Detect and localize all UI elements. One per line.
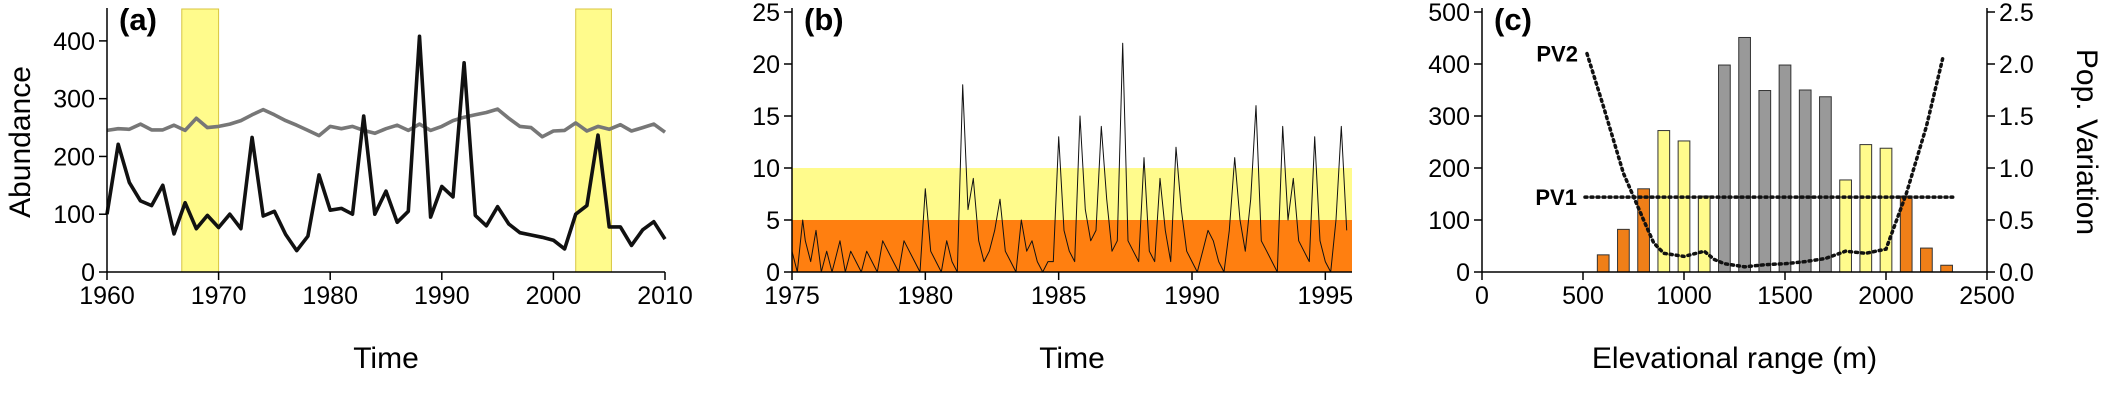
band-5-10 <box>792 168 1352 220</box>
x-axis-label: Time <box>353 342 419 375</box>
pv1-label: PV1 <box>1535 185 1577 210</box>
series-line-2 <box>105 34 667 253</box>
y-tick-label: 200 <box>53 143 95 171</box>
bar-1500 <box>1778 64 1792 273</box>
bar-2000 <box>1879 147 1893 273</box>
y2-tick-label: 2.0 <box>1999 51 2034 79</box>
y-tick-label: 500 <box>1428 0 1470 27</box>
x-tick-label: 1000 <box>1656 282 1712 310</box>
bar-1300 <box>1738 36 1751 273</box>
y2-tick-label: 0.5 <box>1999 207 2034 235</box>
bar-1600 <box>1798 89 1812 273</box>
series-line-1 <box>106 107 667 139</box>
y-tick-label: 400 <box>53 28 95 56</box>
panel-label: (b) <box>804 2 844 37</box>
panel-b: 1975 1980 1985 1990 1995 0 5 10 15 20 25 Time (b) <box>752 0 1353 375</box>
y-tick-label: 0 <box>1456 259 1470 287</box>
bar-2200 <box>1920 247 1933 273</box>
x-tick-label: 1500 <box>1757 282 1813 310</box>
x-tick-label: 1990 <box>1164 282 1220 310</box>
panel-label: (a) <box>119 2 157 37</box>
y-tick-label: 10 <box>752 155 780 183</box>
y2-tick-label: 1.0 <box>1999 155 2034 183</box>
x-tick-label: 1985 <box>1031 282 1087 310</box>
bar-1800 <box>1839 179 1852 273</box>
x-tick-label: 2000 <box>526 282 582 310</box>
y-tick-label: 25 <box>752 0 780 27</box>
y-tick-label: 100 <box>1428 207 1470 235</box>
x-tick-label: 1980 <box>302 282 358 310</box>
x-tick-label: 1995 <box>1298 282 1354 310</box>
bar-1000 <box>1677 140 1691 273</box>
highlight-span-2 <box>575 8 612 273</box>
y-tick-label: 15 <box>752 103 780 131</box>
band-0-5 <box>792 220 1352 272</box>
x-axis-label: Time <box>1039 342 1105 375</box>
y2-axis-label: Pop. Variation <box>2070 49 2103 235</box>
y2-tick-label: 0.0 <box>1999 259 2034 287</box>
y-tick-label: 100 <box>53 201 95 229</box>
y-tick-label: 20 <box>752 51 780 79</box>
y-tick-label: 0 <box>81 259 95 287</box>
series-line-1 <box>791 42 1348 273</box>
x-axis-label: Elevational range (m) <box>1592 342 1877 375</box>
bar-1200 <box>1718 64 1731 273</box>
y-axis-label: Abundance <box>4 66 37 218</box>
x-tick-label: 1990 <box>414 282 470 310</box>
x-tick-label: 1980 <box>898 282 954 310</box>
y-tick-label: 5 <box>766 207 780 235</box>
dotted-line-pv2 <box>1585 51 1945 269</box>
bar-1400 <box>1758 90 1772 273</box>
y-tick-label: 0 <box>766 259 780 287</box>
y2-tick-label: 1.5 <box>1999 103 2034 131</box>
panel-c: PV1 PV2 0 500 1000 1500 2000 2500 0 100 200 300 400 5… <box>1428 0 2103 375</box>
bar-2100 <box>1899 195 1913 273</box>
bar-1700 <box>1819 96 1832 273</box>
x-tick-label: 0 <box>1475 282 1489 310</box>
y2-tick-label: 2.5 <box>1999 0 2034 27</box>
x-tick-label: 2010 <box>637 282 693 310</box>
y-tick-label: 300 <box>1428 103 1470 131</box>
panel-label: (c) <box>1494 2 1532 37</box>
highlight-span-1 <box>181 8 220 273</box>
x-tick-label: 1975 <box>764 282 820 310</box>
y-tick-label: 300 <box>53 86 95 114</box>
bar-1100 <box>1697 195 1711 273</box>
y-tick-label: 400 <box>1428 51 1470 79</box>
panel-a: 1960 1970 1980 1990 2000 2010 0 100 200 300 400 Tim… <box>4 2 693 375</box>
x-tick-label: 1960 <box>79 282 135 310</box>
pv2-label: PV2 <box>1536 42 1578 67</box>
x-tick-label: 2500 <box>1959 282 2015 310</box>
x-tick-label: 2000 <box>1858 282 1914 310</box>
bar-700 <box>1617 228 1630 273</box>
x-tick-label: 1970 <box>191 282 247 310</box>
y-tick-label: 200 <box>1428 155 1470 183</box>
bar-2300 <box>1940 264 1953 273</box>
bar-600 <box>1596 254 1610 273</box>
x-tick-label: 500 <box>1562 282 1604 310</box>
